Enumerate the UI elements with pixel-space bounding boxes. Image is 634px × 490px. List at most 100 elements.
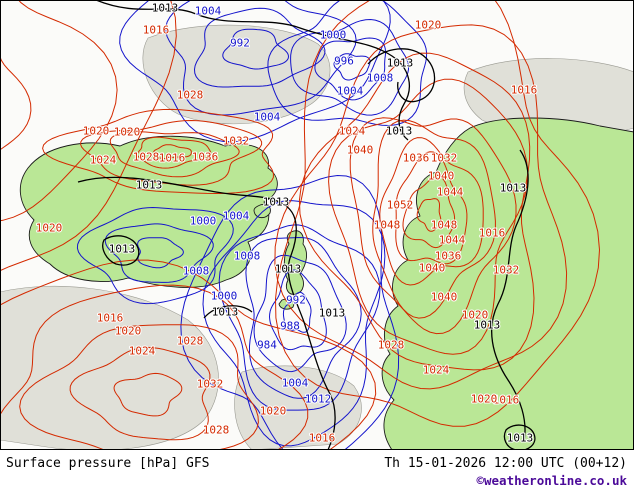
isobar-label-1028: 1028 [203,424,230,437]
isobar-label-1020: 1020 [471,393,498,406]
isobar-label-1008: 1008 [367,72,394,85]
isobar-996-arctic-low-west [193,7,326,88]
isobar-label-1040: 1040 [347,144,374,157]
isobar-label-1020: 1020 [114,126,141,139]
isobar-1013-line [203,305,253,319]
isobar-label-1016: 1016 [97,312,124,325]
isobar-label-1048: 1048 [374,219,401,232]
isobar-1024-west-ridge-high [80,119,263,186]
isobar-label-1020: 1020 [462,309,489,322]
isobar-label-1020: 1020 [115,325,142,338]
isobar-1020-west-ridge-high [42,108,274,195]
isobar-label-1000: 1000 [190,215,217,228]
isobar-1028-east-high [328,78,529,355]
isobar-1008-mediterranean-low [180,174,400,450]
isobar-1013-line [367,48,436,103]
isobar-label-1012: 1012 [305,393,332,406]
isobar-1013-line [503,424,536,450]
isobar-label-1028: 1028 [177,89,204,102]
copyright-link[interactable]: ©weatheronline.co.uk [476,472,627,488]
isobar-1040-east-high [379,137,484,286]
isobar-1032-east-high [349,117,517,335]
isobar-label-1013: 1013 [387,57,414,70]
isobar-992-arctic-low-west [222,28,290,70]
isobar-label-1044: 1044 [437,186,464,199]
isobar-996-mediterranean-low [245,236,362,399]
isobar-1052-east-high [416,198,442,232]
isobar-label-1013: 1013 [386,125,413,138]
map-title: Surface pressure [hPa] GFS [6,456,210,471]
isobar-label-1040: 1040 [428,170,455,183]
isobar-label-1013: 1013 [507,432,534,445]
isobar-label-1013: 1013 [136,179,163,192]
isobar-1000-mediterranean-low [218,224,381,411]
footer-right: Th 15-01-2026 12:00 UTC (00+12) ©weather… [384,456,627,489]
isobar-1024-southwest-high [19,324,259,450]
isobar-1008-arctic-low-east [267,0,428,127]
isobar-label-1016: 1016 [479,227,506,240]
isobar-label-1020: 1020 [415,19,442,32]
isobar-1013-line [491,149,529,443]
map-footer: Surface pressure [hPa] GFS Th 15-01-2026… [0,450,634,490]
isobar-label-1028: 1028 [133,151,160,164]
isobar-1004-west-low [104,223,214,283]
isobar-label-1000: 1000 [320,29,347,42]
isobar-label-1020: 1020 [36,222,63,235]
isobar-label-1008: 1008 [183,265,210,278]
land-layer [19,117,634,450]
isobar-label-1024: 1024 [129,345,156,358]
isobar-label-1020: 1020 [83,125,110,138]
isobar-label-1024: 1024 [339,125,366,138]
isobar-label-1052: 1052 [387,199,414,212]
isobar-label-1000: 1000 [211,290,238,303]
isobar-1013-line [102,235,140,266]
standard-isobar-layer [77,0,536,450]
isobar-1024-east-high [298,52,535,371]
isobar-layer [0,0,601,450]
isobar-1048-east-high [402,175,456,249]
isobar-996-arctic-low-east [333,53,371,81]
isobar-label-992: 992 [230,37,250,50]
isobar-label-1028: 1028 [378,339,405,352]
isobar-1020-east-high [274,24,568,390]
pressure-map-canvas: 1013 1013 1013 1013 1013 1013 1013 1013 1013 1013… [0,0,634,450]
isobar-1013-line [77,176,336,450]
isobar-label-1013: 1013 [474,319,501,332]
surface-pressure-map: 1013 1013 1013 1013 1013 1013 1013 1013 1013 1013… [0,0,634,450]
isobar-label-1044: 1044 [439,234,466,247]
isobar-1020-southwest-high [0,284,309,450]
isobar-label-1032: 1032 [223,135,250,148]
isobar-label-1040: 1040 [431,291,458,304]
terrain-patch-north [142,24,331,125]
isobar-1036-west-ridge-high [153,144,192,160]
isobar-label-layer: 1013 1013 1013 1013 1013 1013 1013 1013 1013 1013… [35,1,539,446]
terrain-patch-southwest [0,285,219,450]
isobar-1020-northwest-high [0,0,118,222]
isobar-label-1024: 1024 [90,154,117,167]
landmass-west [19,135,278,288]
isobar-label-1013: 1013 [109,243,136,256]
isobar-label-996: 996 [334,55,354,68]
isobar-1032-southwest-high [113,372,183,417]
isobar-label-1004: 1004 [337,85,364,98]
isobar-992-mediterranean-low [253,254,347,373]
isobar-label-1036: 1036 [435,250,462,263]
isobar-label-1016: 1016 [511,84,538,97]
map-datetime: Th 15-01-2026 12:00 UTC (00+12) [384,456,627,471]
isobar-1004-mediterranean-low [202,200,386,447]
isobar-label-1024: 1024 [423,364,450,377]
isobar-1000-arctic-low-east [314,37,386,101]
isobar-label-1028: 1028 [177,335,204,348]
isobar-1013-line [95,0,410,141]
isobar-label-984: 984 [257,339,277,352]
isobar-1016-northwest-high [0,0,177,272]
isobar-label-1016: 1016 [493,394,520,407]
isobar-label-1016: 1016 [159,152,186,165]
isobar-1004-arctic-low-west [119,0,391,143]
isobar-label-1016: 1016 [309,432,336,445]
isobar-1008-west-low [76,206,234,305]
isobar-label-1013: 1013 [319,307,346,320]
isobar-label-1004: 1004 [223,210,250,223]
isobar-label-1016: 1016 [143,24,170,37]
